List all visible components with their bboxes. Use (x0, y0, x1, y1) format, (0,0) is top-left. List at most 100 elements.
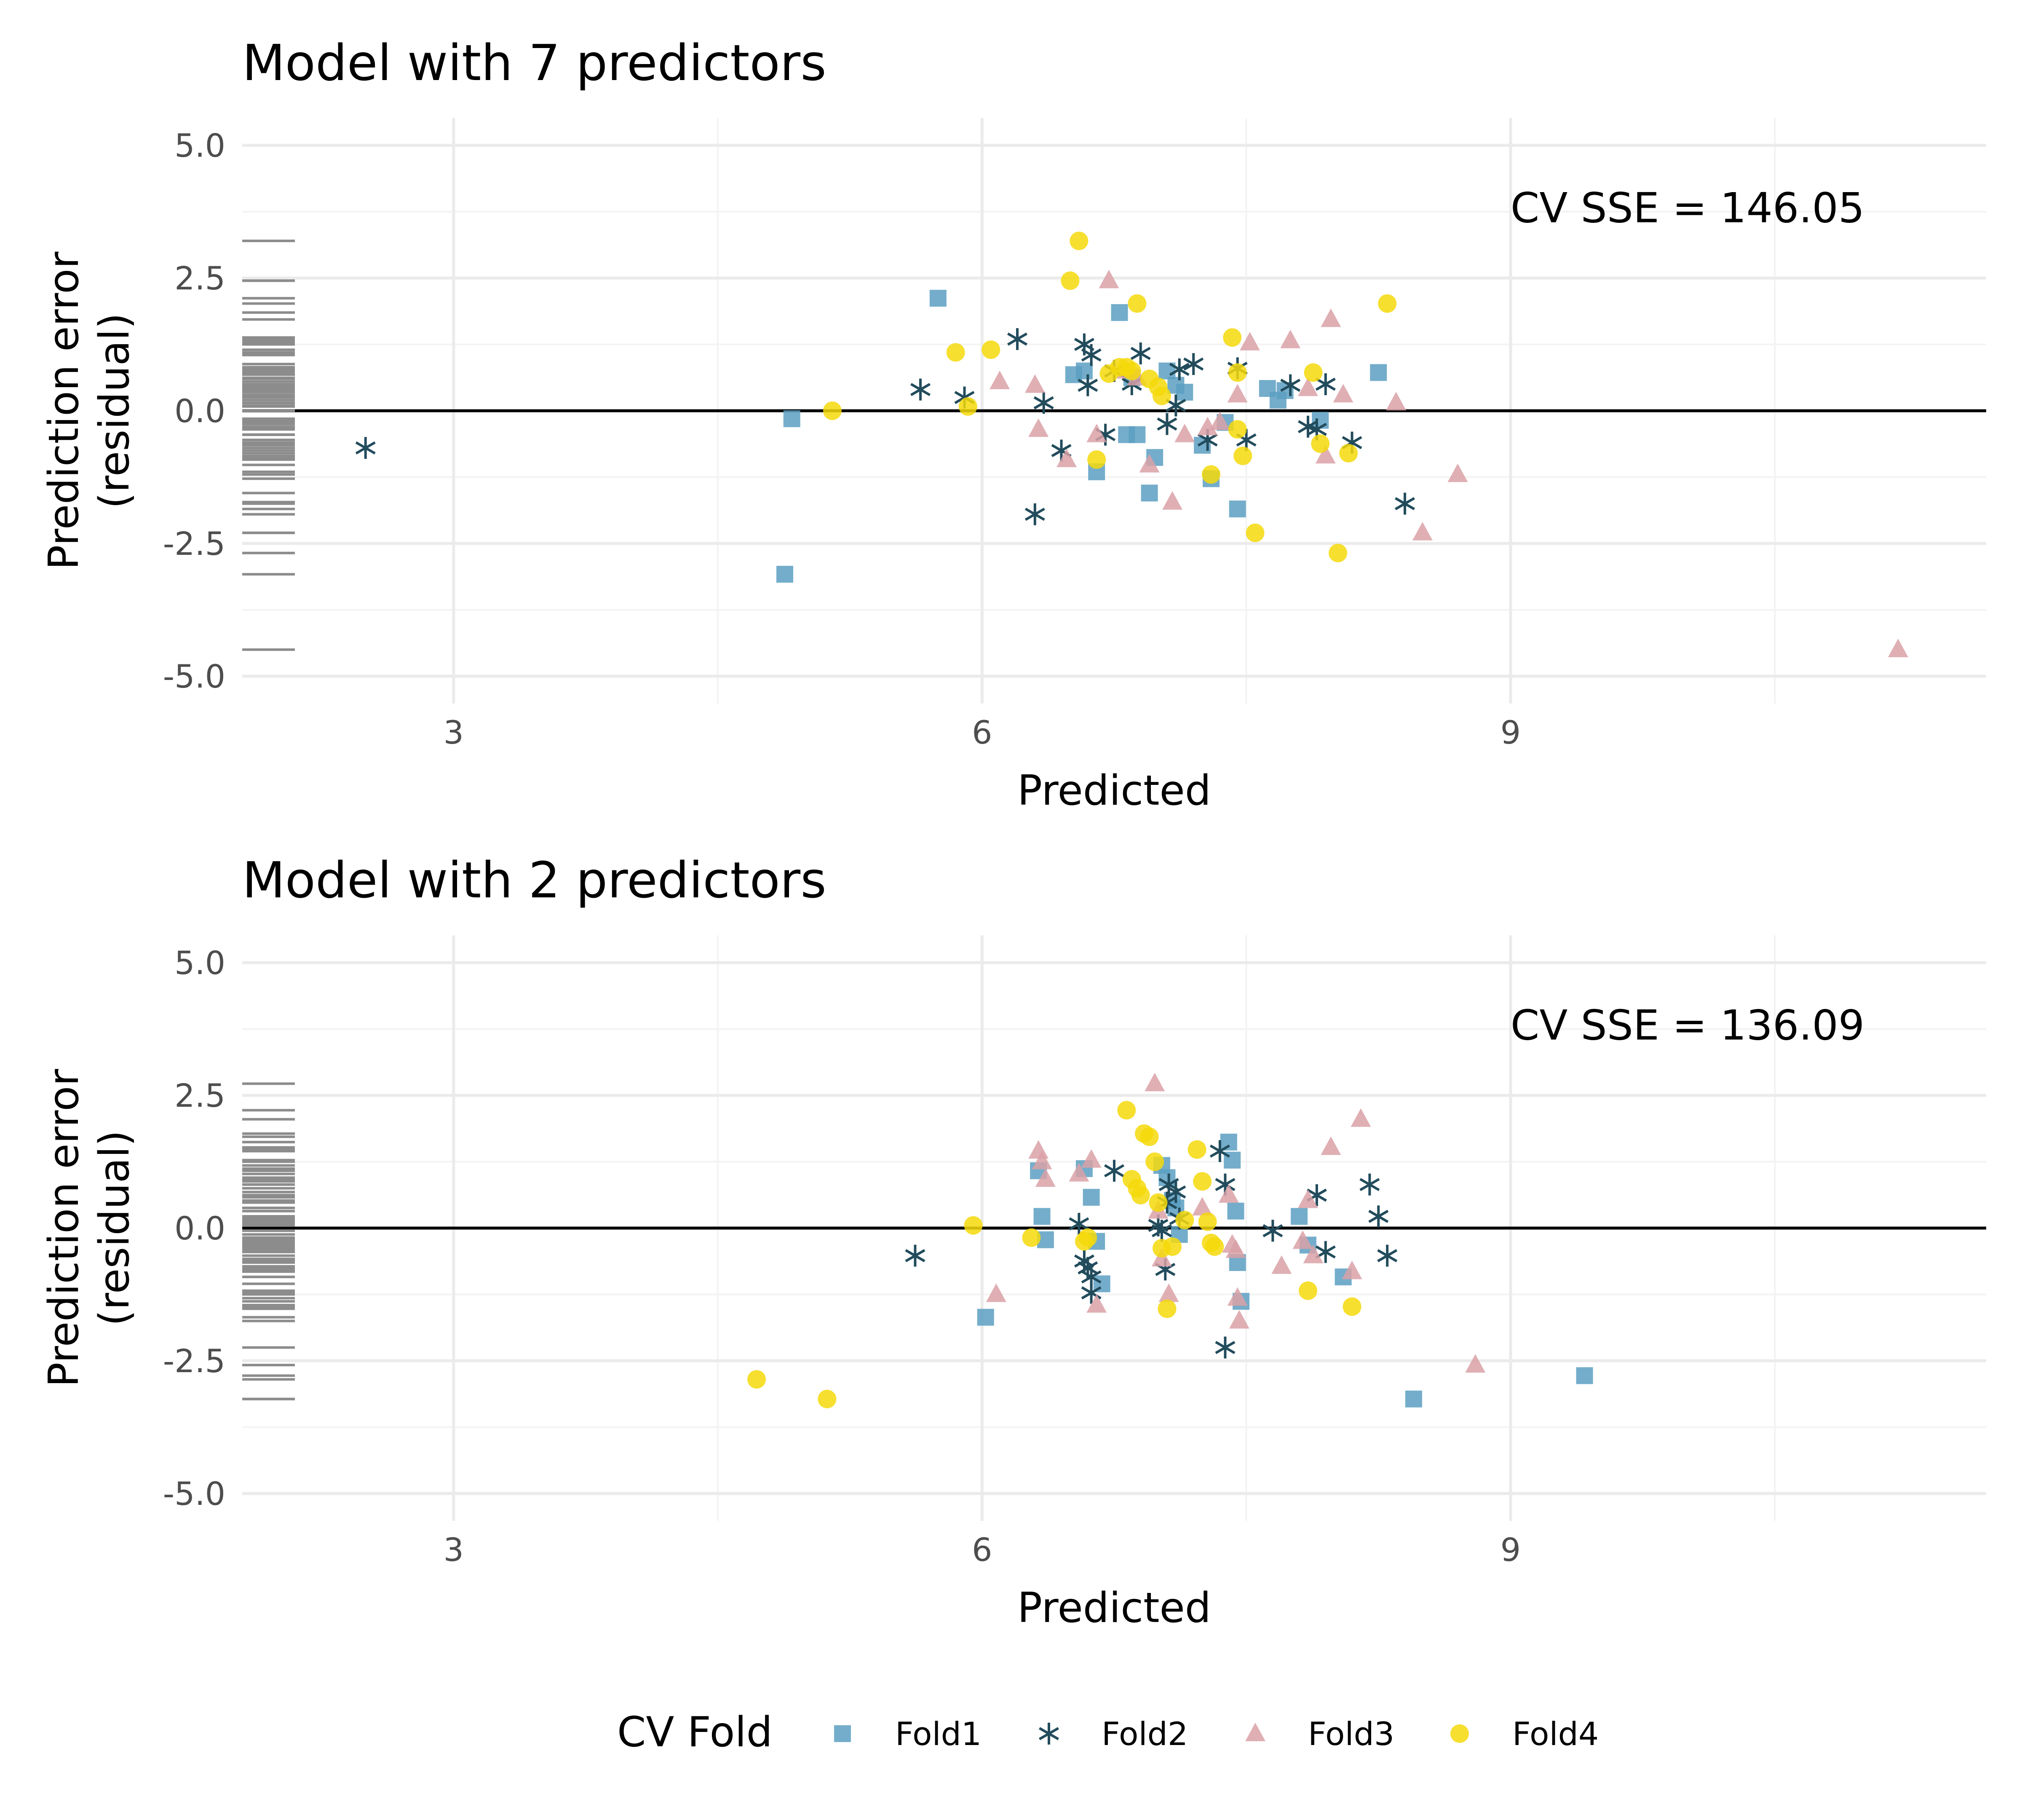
residual-rug (242, 1082, 295, 1400)
data-point (1394, 492, 1415, 515)
legend-title: CV Fold (617, 1708, 773, 1756)
data-point (1333, 384, 1353, 403)
data-point (1028, 418, 1049, 437)
x-tick-label: 6 (972, 1531, 992, 1568)
data-point (958, 397, 977, 416)
data-point (1218, 1184, 1239, 1203)
data-point (1315, 445, 1336, 464)
y-tick-label: 0.0 (174, 392, 225, 430)
data-point (1368, 1205, 1389, 1228)
data-point (1070, 231, 1089, 250)
y-tick-label: -2.5 (163, 1342, 225, 1380)
series-fold4 (823, 231, 1397, 562)
data-point (1061, 271, 1080, 290)
legend: CV Fold Fold1 Fold2 Fold3 Fold4 (617, 1708, 1599, 1756)
x-tick-label: 3 (444, 714, 464, 751)
data-point (1188, 1140, 1206, 1159)
data-point (1140, 1127, 1159, 1146)
data-point (1227, 1202, 1244, 1220)
data-point (1321, 308, 1341, 327)
data-point (1377, 1245, 1398, 1267)
y-tick-label: 2.5 (174, 1077, 225, 1114)
x-tick-label: 6 (972, 714, 992, 751)
x-tick-label: 9 (1500, 714, 1521, 751)
data-point (1122, 361, 1141, 380)
data-point (1240, 332, 1260, 351)
legend-key-fold4 (1450, 1724, 1469, 1743)
data-point (823, 401, 842, 420)
x-tick-label: 3 (444, 1531, 464, 1568)
data-point (1378, 294, 1397, 313)
data-point (1163, 1237, 1182, 1256)
data-point (1086, 1294, 1107, 1313)
data-point (1086, 423, 1107, 442)
legend-key-fold3 (1245, 1723, 1265, 1741)
data-point (1412, 522, 1433, 541)
data-point (1304, 363, 1323, 382)
data-point (1197, 417, 1218, 436)
legend-label: Fold2 (1102, 1715, 1188, 1753)
data-point (1081, 1149, 1102, 1168)
data-point (1576, 1367, 1593, 1384)
data-point (1111, 304, 1128, 321)
data-point (1280, 374, 1301, 396)
legend-label: Fold4 (1512, 1715, 1599, 1753)
data-point (964, 1216, 983, 1235)
data-point (818, 1389, 837, 1408)
data-point (1131, 1186, 1150, 1204)
y-tick-label: 0.0 (174, 1210, 225, 1247)
data-point (1228, 363, 1247, 382)
data-point (1292, 1230, 1313, 1249)
y-tick-label: -5.0 (163, 1475, 225, 1512)
data-point (1225, 1239, 1246, 1258)
data-point (910, 378, 931, 401)
data-point (1149, 1193, 1168, 1212)
y-tick-label: -5.0 (163, 658, 225, 695)
data-point (1128, 294, 1147, 313)
data-point (1262, 1220, 1283, 1242)
panel-2: 5.0 2.5 0.0 -2.5 -5.0 3 6 9 Model with 2 predict… (40, 851, 1986, 1632)
data-point (1117, 1101, 1136, 1120)
data-point (1228, 420, 1247, 439)
data-point (1033, 392, 1054, 414)
data-point (1130, 342, 1151, 364)
y-axis-title-line1: Prediction error (40, 252, 88, 570)
data-point (1229, 500, 1246, 518)
data-point (1405, 1390, 1422, 1408)
data-point (1099, 270, 1119, 289)
data-point (1022, 1228, 1041, 1247)
data-point (1209, 1140, 1230, 1162)
legend-label: Fold3 (1308, 1715, 1394, 1753)
data-point (1104, 1159, 1125, 1182)
data-point (1024, 503, 1045, 525)
y-tick-label: 5.0 (174, 127, 225, 164)
legend-label: Fold1 (895, 1715, 982, 1753)
residual-rug (242, 239, 295, 651)
data-point (1157, 413, 1177, 435)
data-point (1291, 1208, 1308, 1225)
data-point (1193, 1172, 1212, 1191)
data-point (1139, 454, 1160, 473)
data-point (1032, 1151, 1052, 1170)
panel-title: Model with 2 predictors (242, 851, 826, 909)
data-point (986, 1283, 1006, 1302)
data-point (1298, 377, 1318, 396)
data-point (905, 1245, 925, 1267)
series-fold3 (990, 270, 1908, 657)
data-point (1202, 465, 1220, 484)
data-point (1069, 1212, 1089, 1235)
y-axis-title-line2: (residual) (91, 1130, 139, 1326)
cv-sse-annotation: CV SSE = 136.09 (1511, 1002, 1864, 1050)
data-point (776, 566, 793, 583)
data-point (1141, 484, 1158, 502)
data-point (1386, 392, 1407, 411)
data-point (1074, 1250, 1094, 1272)
data-point (1056, 448, 1077, 467)
data-point (1033, 1208, 1051, 1225)
series-fold2 (355, 328, 1415, 525)
data-point (1069, 1163, 1089, 1182)
data-point (1083, 1188, 1100, 1206)
data-point (1028, 1140, 1049, 1159)
data-point (1166, 394, 1186, 417)
